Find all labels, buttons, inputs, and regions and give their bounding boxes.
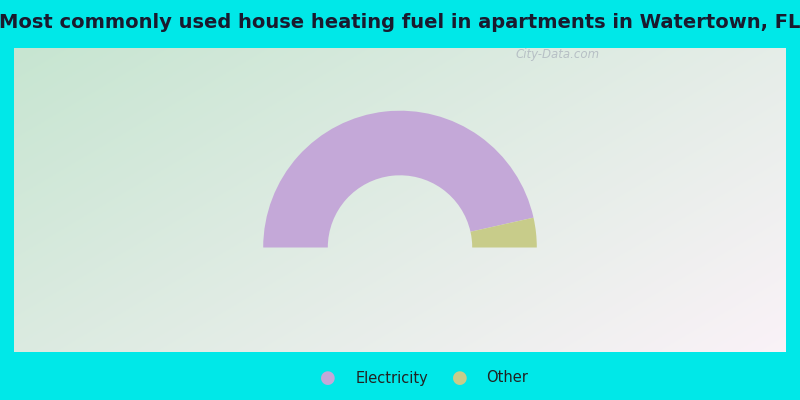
Text: Most commonly used house heating fuel in apartments in Watertown, FL: Most commonly used house heating fuel in… [0,12,800,32]
Wedge shape [470,218,537,248]
Text: Electricity: Electricity [356,370,429,386]
Text: Other: Other [486,370,528,386]
Text: ●: ● [320,369,336,387]
Text: City-Data.com: City-Data.com [515,48,599,61]
Wedge shape [263,111,534,248]
Text: ●: ● [452,369,468,387]
